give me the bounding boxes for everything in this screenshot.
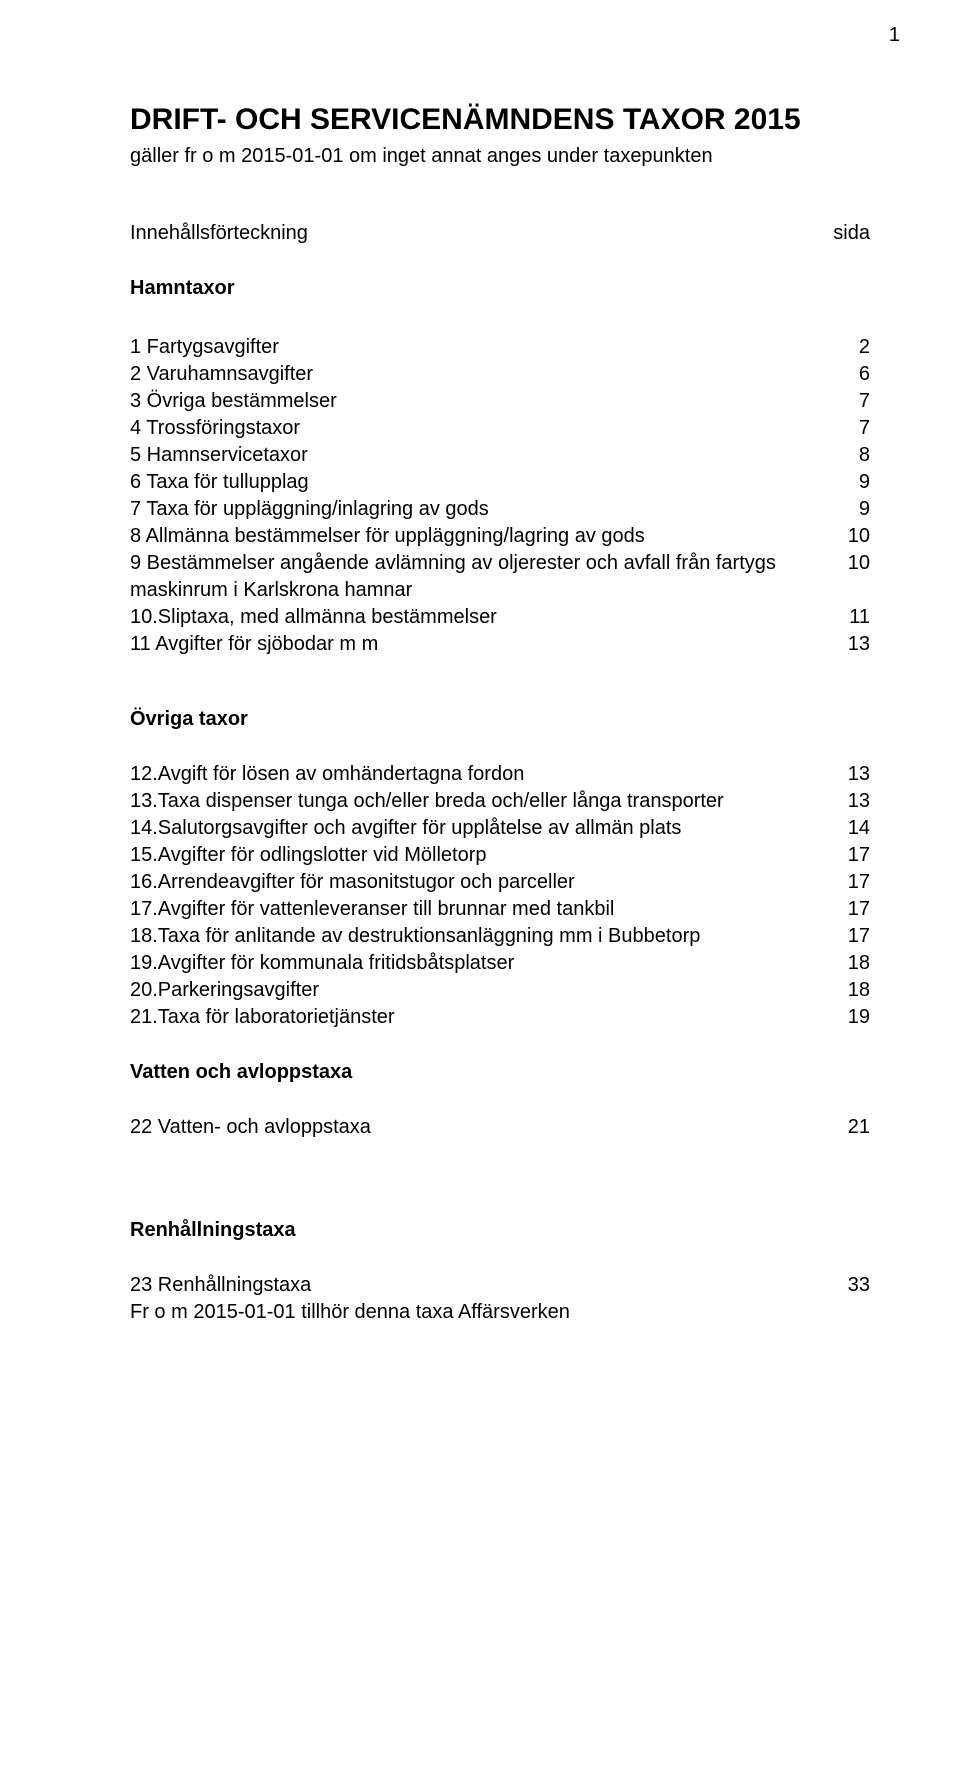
document-title: DRIFT- OCH SERVICENÄMNDENS TAXOR 2015 <box>130 100 870 141</box>
toc-row: 12.Avgift för lösen av omhändertagna for… <box>130 761 870 788</box>
toc-item-label: 3 Övriga bestämmelser <box>130 388 836 415</box>
toc-item-label: 21.Taxa för laboratorietjänster <box>130 1004 836 1031</box>
toc-item-page: 7 <box>836 388 870 415</box>
toc-row: 21.Taxa för laboratorietjänster19 <box>130 1004 870 1031</box>
toc-item-label: 20.Parkeringsavgifter <box>130 977 836 1004</box>
toc-item-page: 21 <box>836 1114 870 1141</box>
document-body: DRIFT- OCH SERVICENÄMNDENS TAXOR 2015 gä… <box>0 0 960 1386</box>
toc-row: 20.Parkeringsavgifter18 <box>130 977 870 1004</box>
toc-item-label: 19.Avgifter för kommunala fritidsbåtspla… <box>130 950 836 977</box>
toc-item-label: 22 Vatten- och avloppstaxa <box>130 1114 836 1141</box>
toc-item-page: 7 <box>836 415 870 442</box>
toc-item-page: 18 <box>836 950 870 977</box>
toc-item-page: 10 <box>836 550 870 577</box>
toc-item-page: 2 <box>836 334 870 361</box>
toc-row: 4 Trossföringstaxor7 <box>130 415 870 442</box>
toc-item-page: 6 <box>836 361 870 388</box>
renhallning-footnote: Fr o m 2015-01-01 tillhör denna taxa Aff… <box>130 1299 870 1326</box>
toc-row: 22 Vatten- och avloppstaxa21 <box>130 1114 870 1141</box>
toc-item-page: 9 <box>836 469 870 496</box>
toc-label: Innehållsförteckning <box>130 220 833 247</box>
toc-item-label: 11 Avgifter för sjöbodar m m <box>130 631 836 658</box>
toc-row: 9 Bestämmelser angående avlämning av olj… <box>130 550 870 604</box>
toc-item-label: 13.Taxa dispenser tunga och/eller breda … <box>130 788 836 815</box>
section-hamntaxor: 1 Fartygsavgifter2 2 Varuhamnsavgifter 6 … <box>130 334 870 658</box>
document-subtitle: gäller fr o m 2015-01-01 om inget annat … <box>130 143 870 170</box>
toc-page-label: sida <box>833 220 870 247</box>
toc-item-label: 2 Varuhamnsavgifter <box>130 361 836 388</box>
toc-row: 16.Arrendeavgifter för masonitstugor och… <box>130 869 870 896</box>
toc-item-page: 8 <box>836 442 870 469</box>
toc-item-label: 8 Allmänna bestämmelser för uppläggning/… <box>130 523 836 550</box>
section-vatten: 22 Vatten- och avloppstaxa21 <box>130 1114 870 1141</box>
toc-row: 10.Sliptaxa, med allmänna bestämmelser11 <box>130 604 870 631</box>
section-renhallning: 23 Renhållningstaxa33 Fr o m 2015-01-01 … <box>130 1272 870 1326</box>
section-heading-hamntaxor: Hamntaxor <box>130 275 870 302</box>
toc-row: 17.Avgifter för vattenleveranser till br… <box>130 896 870 923</box>
section-ovriga: 12.Avgift för lösen av omhändertagna for… <box>130 761 870 1031</box>
toc-item-label: 16.Arrendeavgifter för masonitstugor och… <box>130 869 836 896</box>
toc-item-page: 17 <box>836 923 870 950</box>
toc-item-page: 9 <box>836 496 870 523</box>
toc-row: 13.Taxa dispenser tunga och/eller breda … <box>130 788 870 815</box>
toc-item-page: 33 <box>836 1272 870 1299</box>
section-heading-ovriga: Övriga taxor <box>130 706 870 733</box>
toc-item-label: 23 Renhållningstaxa <box>130 1272 836 1299</box>
toc-item-page: 17 <box>836 896 870 923</box>
toc-row: 11 Avgifter för sjöbodar m m13 <box>130 631 870 658</box>
toc-row: 7 Taxa för uppläggning/inlagring av gods… <box>130 496 870 523</box>
toc-row: 15.Avgifter för odlingslotter vid Möllet… <box>130 842 870 869</box>
toc-item-page: 13 <box>836 788 870 815</box>
toc-item-label: 4 Trossföringstaxor <box>130 415 836 442</box>
toc-row: 23 Renhållningstaxa33 <box>130 1272 870 1299</box>
toc-header-row: Innehållsförteckning sida <box>130 220 870 247</box>
toc-item-label: 14.Salutorgsavgifter och avgifter för up… <box>130 815 836 842</box>
toc-item-page: 17 <box>836 869 870 896</box>
toc-item-page: 14 <box>836 815 870 842</box>
toc-item-label: 12.Avgift för lösen av omhändertagna for… <box>130 761 836 788</box>
toc-item-page: 11 <box>836 604 870 631</box>
toc-item-label: 18.Taxa för anlitande av destruktionsanl… <box>130 923 836 950</box>
toc-item-page: 10 <box>836 523 870 550</box>
toc-item-label: 7 Taxa för uppläggning/inlagring av gods <box>130 496 836 523</box>
section-heading-vatten: Vatten och avloppstaxa <box>130 1059 870 1086</box>
toc-row: 14.Salutorgsavgifter och avgifter för up… <box>130 815 870 842</box>
toc-row: 18.Taxa för anlitande av destruktionsanl… <box>130 923 870 950</box>
toc-row: 6 Taxa för tullupplag9 <box>130 469 870 496</box>
toc-item-label: 9 Bestämmelser angående avlämning av olj… <box>130 550 836 604</box>
toc-item-page: 13 <box>836 631 870 658</box>
toc-item-page: 18 <box>836 977 870 1004</box>
toc-row: 2 Varuhamnsavgifter6 <box>130 361 870 388</box>
toc-row: 5 Hamnservicetaxor8 <box>130 442 870 469</box>
toc-row: 8 Allmänna bestämmelser för uppläggning/… <box>130 523 870 550</box>
toc-item-label: 1 Fartygsavgifter <box>130 334 836 361</box>
toc-item-label: 10.Sliptaxa, med allmänna bestämmelser <box>130 604 836 631</box>
toc-row: 19.Avgifter för kommunala fritidsbåtspla… <box>130 950 870 977</box>
toc-item-page: 17 <box>836 842 870 869</box>
toc-item-label: 6 Taxa för tullupplag <box>130 469 836 496</box>
toc-item-label: 17.Avgifter för vattenleveranser till br… <box>130 896 836 923</box>
toc-item-label: 5 Hamnservicetaxor <box>130 442 836 469</box>
toc-row: 3 Övriga bestämmelser7 <box>130 388 870 415</box>
toc-row: 1 Fartygsavgifter2 <box>130 334 870 361</box>
toc-item-page: 19 <box>836 1004 870 1031</box>
toc-item-page: 13 <box>836 761 870 788</box>
toc-item-label: 15.Avgifter för odlingslotter vid Möllet… <box>130 842 836 869</box>
section-heading-renhallning: Renhållningstaxa <box>130 1217 870 1244</box>
page-number: 1 <box>889 22 900 49</box>
